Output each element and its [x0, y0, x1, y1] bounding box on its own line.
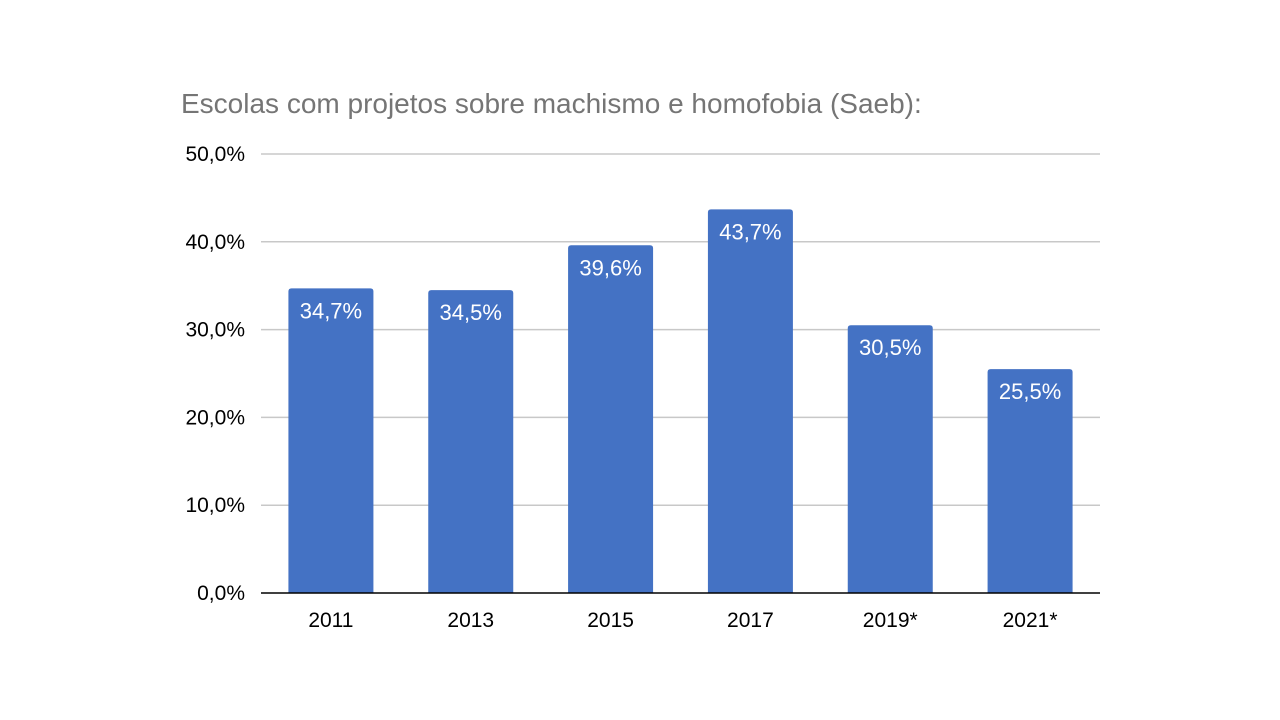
bar — [288, 288, 374, 593]
bar — [428, 290, 514, 593]
x-tick-label: 2021* — [1003, 609, 1058, 632]
y-tick-label: 40,0% — [185, 231, 245, 254]
bar — [568, 245, 654, 593]
bar — [987, 369, 1073, 593]
data-label: 34,5% — [440, 300, 502, 325]
data-labels: 34,7% 34,5% 39,6% 43,7% 30,5% 25,5% — [300, 219, 1062, 404]
y-tick-label: 30,0% — [185, 319, 245, 342]
y-tick-label: 50,0% — [185, 143, 245, 166]
bar — [707, 209, 793, 593]
x-tick-label: 2017 — [727, 609, 774, 632]
data-label: 43,7% — [719, 219, 781, 244]
gridlines — [261, 153, 1100, 506]
data-label: 30,5% — [859, 335, 921, 360]
y-tick-label: 20,0% — [185, 406, 245, 429]
x-tick-label: 2015 — [587, 609, 634, 632]
y-axis-ticks: 0,0% 10,0% 20,0% 30,0% 40,0% 50,0% — [185, 143, 245, 605]
bars — [288, 209, 1073, 593]
x-tick-label: 2019* — [863, 609, 918, 632]
x-tick-label: 2011 — [308, 609, 353, 632]
data-label: 34,7% — [300, 298, 362, 323]
x-tick-label: 2013 — [447, 609, 494, 632]
data-label: 25,5% — [999, 379, 1061, 404]
y-tick-label: 0,0% — [197, 582, 245, 605]
bar — [847, 325, 933, 593]
x-axis-ticks: 2011 2013 2015 2017 2019* 2021* — [308, 609, 1057, 632]
data-label: 39,6% — [579, 255, 641, 280]
y-tick-label: 10,0% — [185, 494, 245, 517]
chart-title: Escolas com projetos sobre machismo e ho… — [181, 88, 922, 119]
